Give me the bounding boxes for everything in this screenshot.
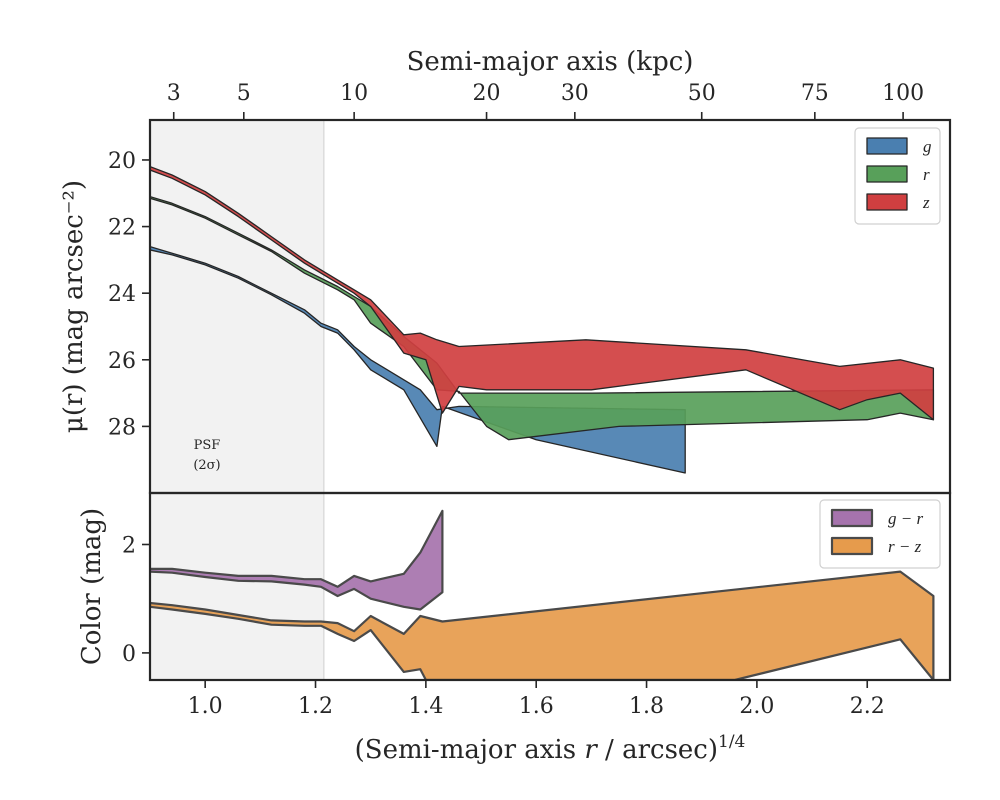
psf-label: PSF xyxy=(194,438,221,453)
bottom-panel-bands xyxy=(150,509,935,680)
top-x-axis-title: Semi-major axis (kpc) xyxy=(407,47,694,77)
x-title-var: r xyxy=(584,735,598,765)
top-y-tick-label: 20 xyxy=(108,149,136,174)
bottom-legend-label: g − r xyxy=(888,509,923,528)
bottom-y-tick-label: 2 xyxy=(122,533,136,558)
top-legend-swatch xyxy=(866,137,908,155)
top-x-tick-label: 20 xyxy=(473,81,501,106)
top-legend: grz xyxy=(854,127,941,225)
top-legend-label: r xyxy=(923,165,930,184)
band-rz xyxy=(150,570,935,680)
bottom-y-axis-title: Color (mag) xyxy=(77,508,107,665)
top-x-tick-label: 3 xyxy=(167,81,181,106)
top-x-tick-label: 50 xyxy=(688,81,716,106)
top-x-tick-label: 10 xyxy=(340,81,368,106)
top-legend-swatch xyxy=(866,193,908,211)
psf-label-sigma: (2σ) xyxy=(193,458,220,473)
bottom-legend: g − r r − z xyxy=(819,499,941,569)
bottom-x-tick-label: 1.0 xyxy=(188,694,223,719)
bottom-legend-label: r − z xyxy=(888,537,922,556)
top-y-tick-label: 28 xyxy=(108,415,136,440)
axis-ticks: 3 5 10 20 30 50 75 100 20 22 24 26 28 0 2 1.0 1.2 1.4 1.6 1… xyxy=(108,81,924,719)
band-gr xyxy=(150,509,444,611)
top-x-tick-label: 5 xyxy=(237,81,251,106)
bottom-y-tick-label: 0 xyxy=(122,642,136,667)
top-y-tick-label: 24 xyxy=(108,282,136,307)
top-x-tick-label: 30 xyxy=(561,81,589,106)
top-panel-bands xyxy=(150,165,935,474)
top-x-tick-label: 100 xyxy=(882,81,924,106)
bottom-x-tick-label: 1.2 xyxy=(298,694,333,719)
top-y-axis-title: μ(r) (mag arcsec⁻²) xyxy=(59,180,89,433)
top-x-tick-label: 75 xyxy=(801,81,829,106)
bottom-x-tick-label: 1.4 xyxy=(408,694,443,719)
x-title-main: (Semi-major axis xyxy=(355,735,585,765)
x-title-sup: 1/4 xyxy=(718,732,745,752)
top-y-tick-label: 26 xyxy=(108,349,136,374)
bottom-x-tick-label: 2.2 xyxy=(850,694,885,719)
band-z xyxy=(150,165,935,421)
top-legend-label: g xyxy=(923,137,932,156)
bottom-legend-swatch xyxy=(830,508,874,528)
bottom-x-axis-title: (Semi-major axis r / arcsec)1/4 xyxy=(355,732,746,765)
x-title-rest: / arcsec) xyxy=(597,735,718,765)
bottom-panel-frame xyxy=(148,491,952,682)
bottom-x-tick-label: 2.0 xyxy=(739,694,774,719)
psf-region-bottom xyxy=(150,493,324,680)
bottom-legend-swatch xyxy=(830,536,874,556)
top-legend-swatch xyxy=(866,165,908,183)
bottom-x-tick-label: 1.8 xyxy=(629,694,664,719)
bottom-x-tick-label: 1.6 xyxy=(519,694,554,719)
top-legend-label: z xyxy=(922,193,930,212)
top-y-tick-label: 22 xyxy=(108,216,136,241)
band-r xyxy=(150,195,935,441)
